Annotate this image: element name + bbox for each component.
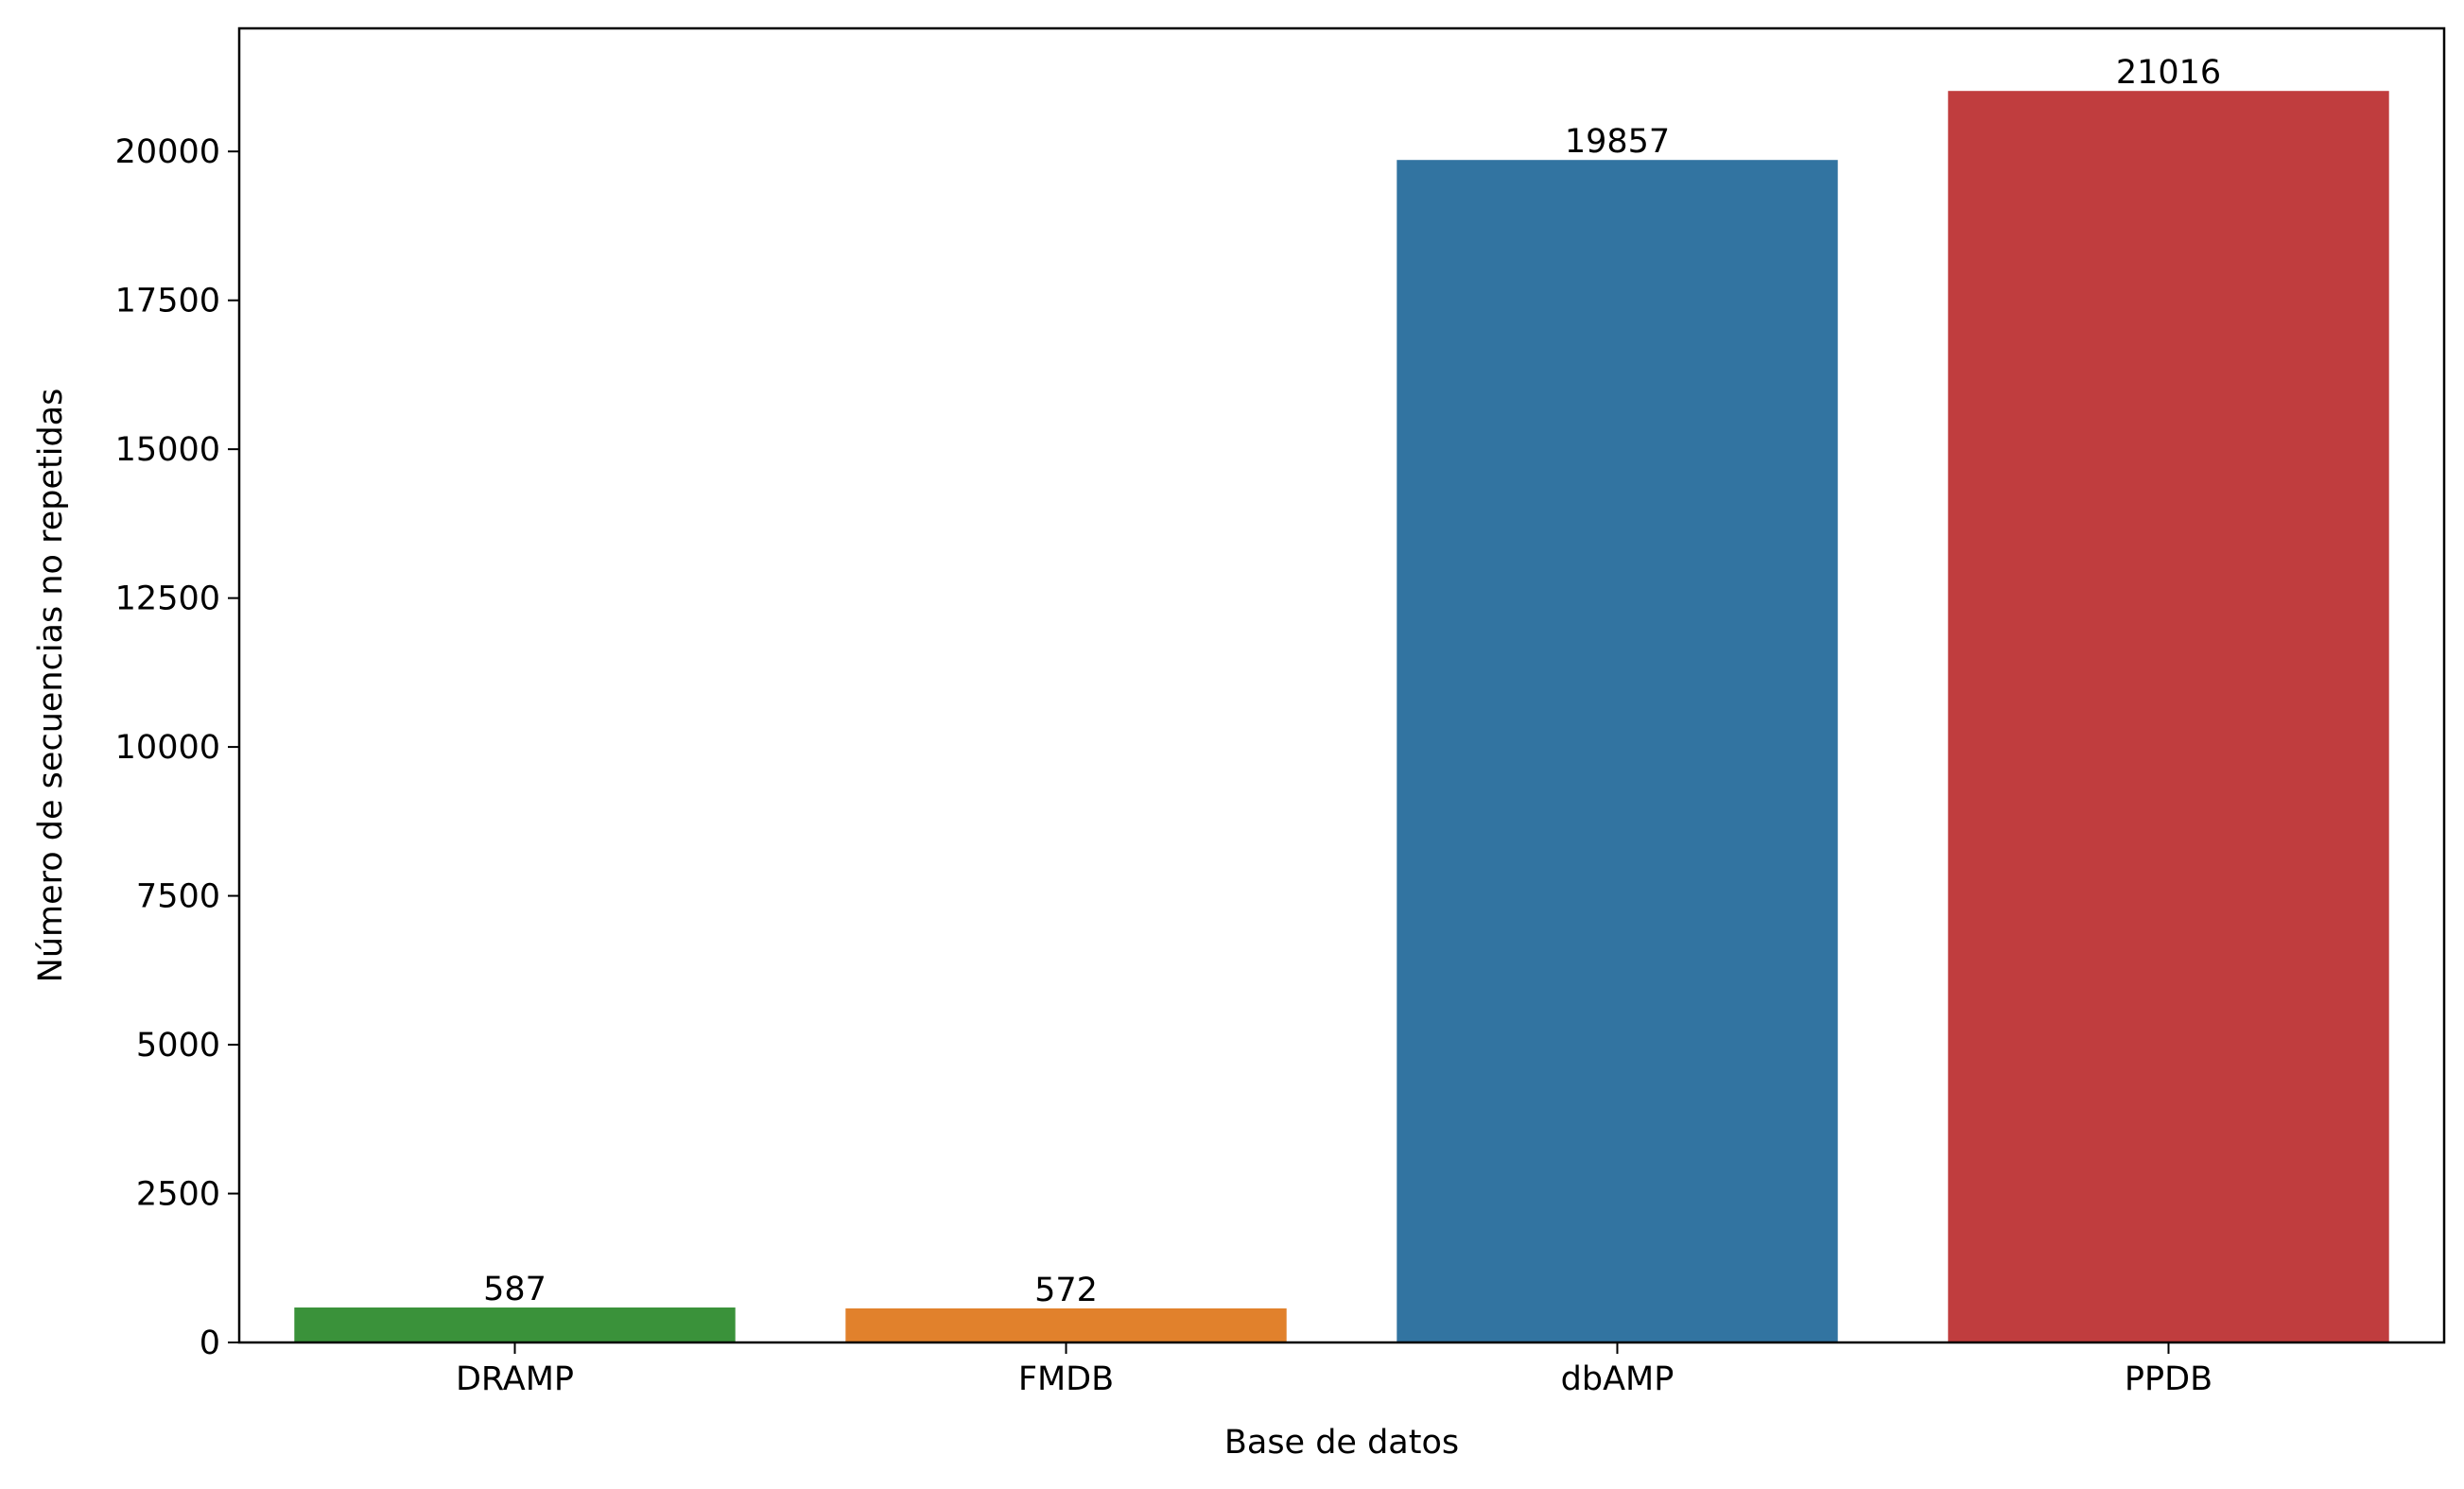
- bar-fmdb: [845, 1307, 1287, 1342]
- y-tick-label: 2500: [136, 1176, 220, 1214]
- y-axis-title: Número de secuencias no repetidas: [32, 389, 70, 983]
- y-tick-label: 10000: [115, 729, 220, 767]
- plot-frame: [237, 26, 2446, 1344]
- bar-ppdb: [1948, 91, 2389, 1342]
- y-tick-label: 15000: [115, 431, 220, 469]
- bars: [294, 91, 2389, 1342]
- x-axis-ticks: DRAMP FMDB dbAMP PPDB: [456, 1342, 2212, 1398]
- bar-dbamp: [1397, 160, 1838, 1342]
- x-tick-label: DRAMP: [456, 1360, 574, 1398]
- y-tick-label: 12500: [115, 580, 220, 618]
- bar-value-label: 19857: [1565, 123, 1670, 161]
- y-tick-label: 5000: [136, 1027, 220, 1065]
- x-tick-label: PPDB: [2125, 1360, 2212, 1398]
- x-axis-title: Base de datos: [1224, 1424, 1459, 1462]
- y-tick-label: 17500: [115, 283, 220, 320]
- y-axis-ticks: 0 2500 5000 7500 10000 12500 15000 17500 20000: [115, 133, 239, 1362]
- bar-value-label: 21016: [2116, 54, 2221, 92]
- bar-value-label: 587: [483, 1271, 547, 1308]
- y-tick-label: 20000: [115, 133, 220, 171]
- y-tick-label: 0: [200, 1325, 220, 1362]
- bar-value-labels: 587 572 19857 21016: [483, 54, 2221, 1309]
- x-tick-label: FMDB: [1018, 1360, 1114, 1398]
- bar-value-label: 572: [1034, 1272, 1098, 1309]
- y-tick-label: 7500: [136, 878, 220, 916]
- x-tick-label: dbAMP: [1561, 1360, 1674, 1398]
- bar-dramp: [294, 1307, 736, 1342]
